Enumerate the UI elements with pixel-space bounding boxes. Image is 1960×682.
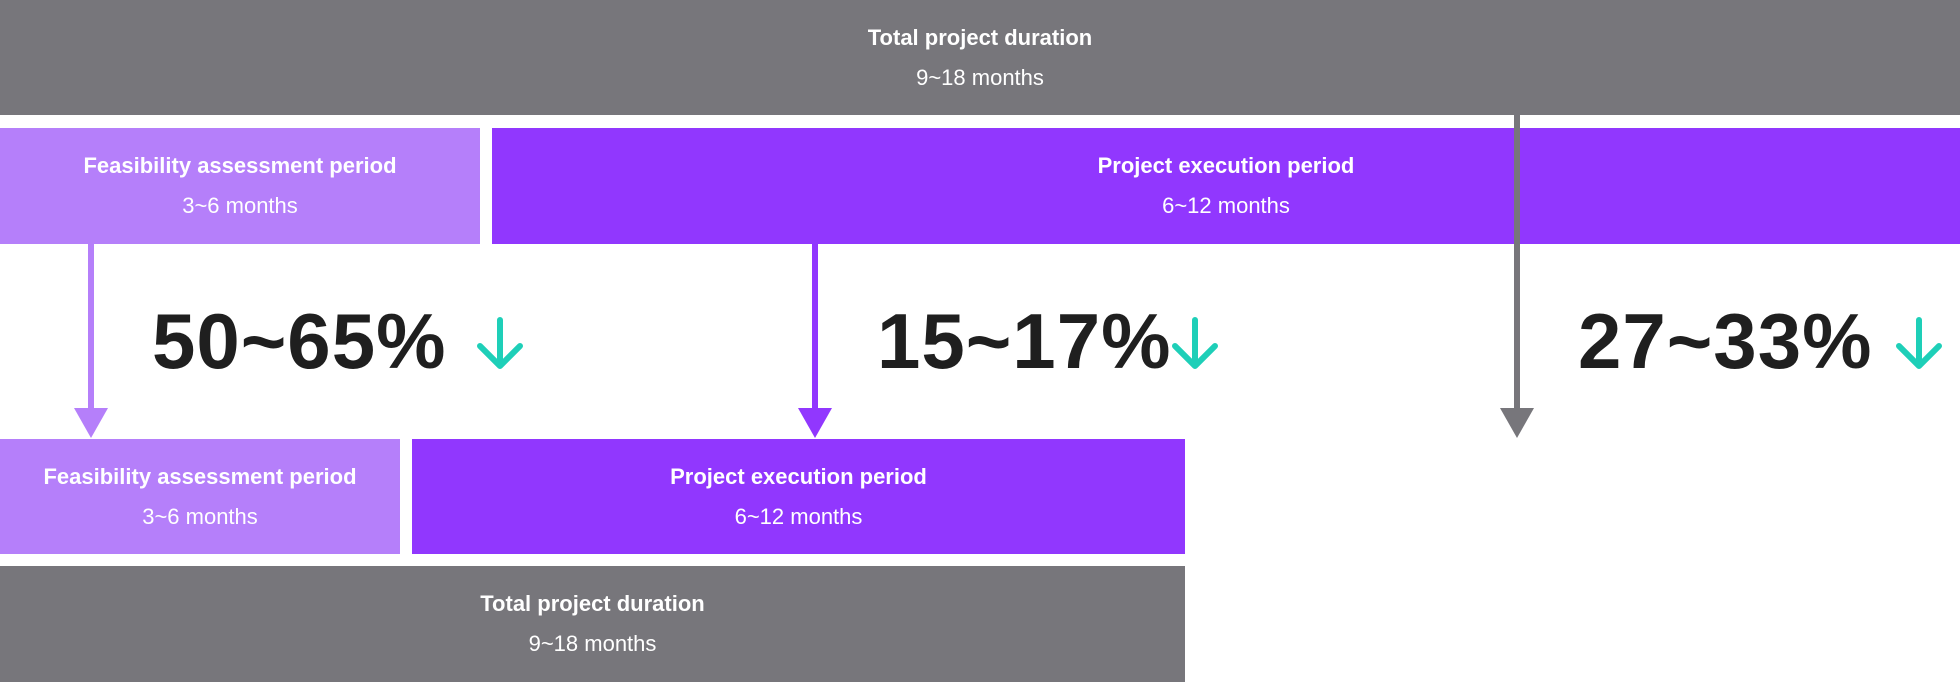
before-execution: Project execution period 6~12 months bbox=[492, 128, 1960, 244]
after-execution: Project execution period 6~12 months bbox=[412, 439, 1185, 554]
title: Feasibility assessment period bbox=[83, 153, 397, 178]
before-feasibility: Feasibility assessment period 3~6 months bbox=[0, 128, 480, 244]
duration: 3~6 months bbox=[142, 503, 258, 529]
title: Feasibility assessment period bbox=[43, 463, 357, 489]
title: Project execution period bbox=[1097, 153, 1355, 178]
after-feasibility: Feasibility assessment period 3~6 months bbox=[0, 439, 400, 554]
duration: 3~6 months bbox=[182, 193, 298, 218]
duration: 6~12 months bbox=[734, 503, 863, 529]
title: Project execution period bbox=[670, 463, 927, 489]
before-total: Total project duration 9~18 months bbox=[0, 0, 1960, 115]
after-total: Total project duration 9~18 months bbox=[0, 566, 1185, 682]
duration: 9~18 months bbox=[916, 64, 1044, 90]
duration: 9~18 months bbox=[528, 631, 657, 656]
title: Total project duration bbox=[867, 24, 1093, 50]
reduction: 15~17% bbox=[877, 297, 1172, 385]
title: Total project duration bbox=[480, 591, 705, 616]
duration: 6~12 months bbox=[1162, 193, 1290, 218]
reduction: 50~65% bbox=[152, 297, 447, 385]
reduction: 27~33% bbox=[1578, 297, 1873, 385]
